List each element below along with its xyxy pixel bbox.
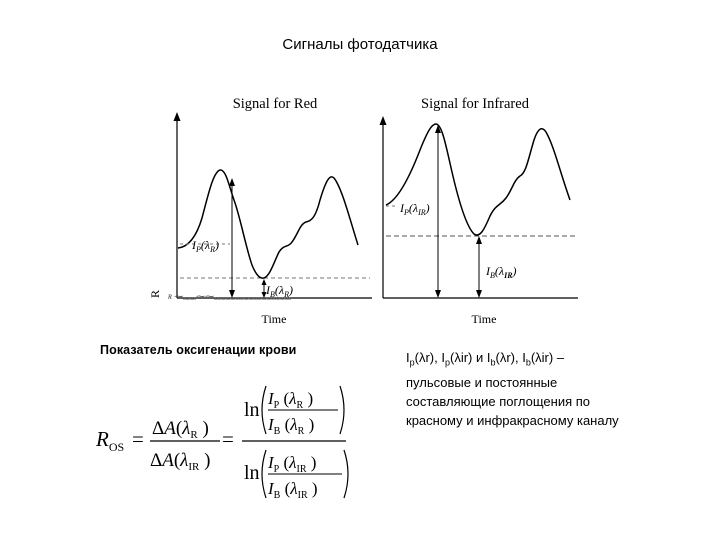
formula-top-lparen: [261, 385, 267, 435]
formula-eq-1: =: [132, 427, 144, 451]
formula-num: ΔA(λR ): [152, 418, 209, 441]
formula-bot-lparen: [261, 449, 267, 499]
red-y-axis-arrow: [173, 112, 181, 121]
ir-waveform: [385, 123, 571, 236]
ir-x-axis-label: Time: [472, 312, 497, 326]
red-y-axis-label: R: [148, 290, 162, 298]
red-waveform: [177, 169, 359, 279]
oxygenation-heading: Показатель оксигенации крови: [100, 343, 297, 357]
formula-den: ΔA(λIR ): [150, 450, 210, 473]
formula-lhs: ROS: [95, 427, 124, 454]
formula-ln-bottom: ln: [244, 462, 260, 484]
formula-eq-2: =: [222, 427, 234, 451]
legend-note: Ip(λr), Ip(λir) и Ib(λr), Ib(λir) – пуль…: [406, 348, 646, 430]
red-peak-label: IP(λR): [191, 238, 219, 254]
red-x-axis-label: Time: [262, 312, 287, 326]
slide-title: Сигналы фотодатчика: [282, 36, 438, 53]
red-baseline-residue: ʀ ⁓ₒₒₒₒₒ⁓⁓ₒₒₒₒₒₒₒₒₒₒₒₒₒₒₒₒₒₒₒₒₒₒₒₒₒₒₒₒₒₒ: [168, 291, 292, 301]
ir-peak-label: IP(λIR): [399, 201, 430, 217]
oxygenation-formula: ROS = ΔA(λR ) ΔA(λIR ) = ln IP (λR ) IB …: [95, 385, 349, 501]
red-signal-panel: Signal for Red R Time IP(λR) IB(λR) ʀ ⁓ₒ…: [148, 96, 372, 326]
formula-top-den: IB (λR ): [267, 415, 314, 437]
formula-bot-rparen: [343, 449, 349, 499]
red-panel-title: Signal for Red: [233, 96, 318, 112]
ir-panel-title: Signal for Infrared: [421, 96, 530, 112]
formula-bot-num: IP (λIR ): [267, 453, 316, 475]
ir-base-label: IB(λIR): [485, 264, 517, 280]
legend-line-rest: пульсовые и постоянные составляющие погл…: [406, 374, 619, 428]
formula-top-rparen: [339, 385, 345, 435]
formula-ln-top: ln: [244, 399, 260, 421]
infrared-signal-panel: Signal for Infrared Time IP(λIR) IB(λIR): [379, 96, 578, 326]
legend-line-1: Ip(λr), Ip(λir) и Ib(λr), Ib(λir) –: [406, 350, 565, 368]
formula-bot-den: IB (λIR ): [267, 479, 318, 501]
formula-top-num: IP (λR ): [267, 389, 313, 411]
